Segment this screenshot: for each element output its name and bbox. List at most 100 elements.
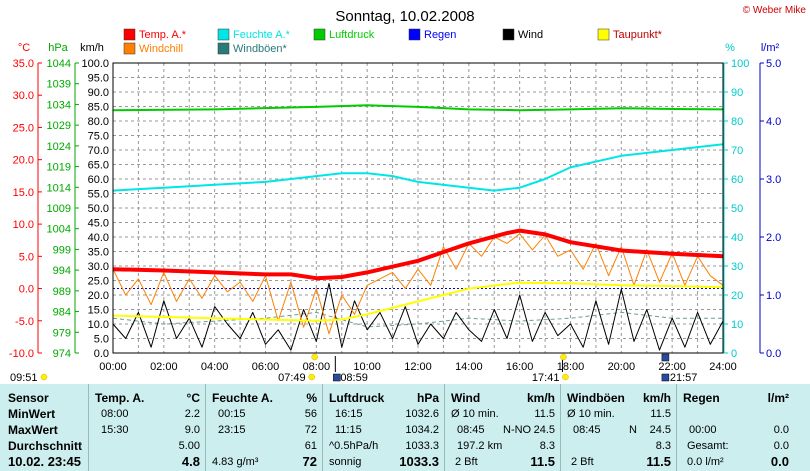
- x-tick-label: 10:00: [353, 361, 381, 373]
- kmh-tick-label: 100.0: [81, 58, 109, 70]
- summary-col-humidity: Feuchte A. % 00:15 56 23:15 72 61 4.83 g…: [205, 384, 323, 471]
- sunset-marker-icon: [562, 373, 569, 381]
- rain-axis-title: l/m²: [761, 42, 780, 54]
- humidity-header: Feuchte A.: [212, 391, 273, 405]
- hpa-tick-label: 1029: [47, 120, 71, 132]
- legend-swatch-temp: [123, 28, 136, 41]
- kmh-tick-label: 25.0: [88, 276, 109, 288]
- series-wind: [112, 282, 724, 351]
- summary-col-gusts: Windböen km/h Ø 10 min. 11.5 08:45 N 24.…: [560, 384, 677, 471]
- humidity-max-time: 23:15: [218, 424, 246, 436]
- humidity-current: 72: [302, 454, 317, 469]
- rain-rate: 0.0 l/m²: [687, 456, 724, 468]
- percent-tick-label: 70: [731, 145, 743, 157]
- y-axes: 35.0 30.0 25.0 20.0 15.0 10.0 5.0 0.0 -5.0 -10.0 1…: [9, 58, 781, 360]
- rain-unit: l/m²: [767, 391, 789, 405]
- gusts-header: Windböen: [567, 391, 625, 405]
- humidity-min-time: 00:15: [218, 408, 246, 420]
- current-timestamp: 10.02. 23:45: [8, 454, 82, 469]
- moonset-marker-icon: [661, 373, 670, 382]
- hpa-tick-label: 1034: [47, 99, 71, 111]
- rain-tick-label: 1.0: [766, 290, 781, 302]
- wind-header: Wind: [451, 391, 481, 405]
- legend-swatch-wind: [502, 28, 515, 41]
- pressure-current: 1033.3: [399, 454, 439, 469]
- kmh-tick-label: 20.0: [88, 290, 109, 302]
- pressure-forecast: sonnig: [329, 456, 362, 468]
- percent-tick-label: 80: [731, 116, 743, 128]
- temp-min: 2.2: [184, 408, 200, 420]
- kmh-tick-label: 65.0: [88, 160, 109, 172]
- x-tick-label: 16:00: [506, 361, 534, 373]
- chart-grid: [113, 62, 723, 354]
- hpa-tick-label: 1009: [47, 203, 71, 215]
- temp-max-time: 15:30: [101, 424, 129, 436]
- rain-total-label: Gesamt:: [687, 440, 729, 452]
- summary-col-temp: Temp. A. °C 08:00 2.2 15:30 9.0 5.00 4.8: [88, 384, 206, 471]
- copyright-label: © Weber Mike: [743, 5, 807, 16]
- gusts-avg: 8.3: [655, 440, 671, 452]
- rain-tick-label: 3.0: [766, 174, 781, 186]
- x-tick-label: 22:00: [658, 361, 686, 373]
- hpa-tick-label: 974: [53, 348, 71, 360]
- gusts-max: 24.5: [649, 424, 671, 436]
- legend-swatch-gusts: [217, 42, 230, 55]
- legend-label-rain: Regen: [424, 29, 456, 41]
- celsius-tick-label: 0.0: [19, 284, 34, 296]
- x-tick-label: 18:00: [557, 361, 585, 373]
- celsius-tick-label: 20.0: [13, 155, 34, 167]
- temp-unit: °C: [186, 391, 200, 405]
- gusts-max-dir: N: [629, 424, 637, 436]
- now-time-label: 09:51: [10, 372, 38, 384]
- pressure-unit: hPa: [416, 391, 439, 405]
- rain-tick-label: 0.0: [766, 348, 781, 360]
- legend-label-wind: Wind: [518, 29, 543, 41]
- row-label-max: MaxWert: [8, 423, 58, 437]
- hpa-tick-label: 1024: [47, 141, 71, 153]
- legend-label-dewpoint: Taupunkt*: [613, 29, 663, 41]
- pressure-min: 1032.6: [405, 408, 439, 420]
- hpa-tick-label: 994: [53, 265, 71, 277]
- wind-max: 24.5: [533, 424, 555, 436]
- percent-tick-label: 40: [731, 232, 743, 244]
- x-tick-label: 02:00: [150, 361, 178, 373]
- temp-header: Temp. A.: [95, 391, 145, 405]
- hpa-tick-label: 1039: [47, 79, 71, 91]
- x-tick-label: 06:00: [252, 361, 280, 373]
- kmh-tick-label: 85.0: [88, 102, 109, 114]
- x-tick-label: 20:00: [608, 361, 636, 373]
- summary-col-rain: Regen l/m² 00:00 0.0 Gesamt: 0.0 0.0 l/m…: [676, 384, 795, 471]
- summary-col-pressure: Luftdruck hPa 16:15 1032.6 11:15 1034.2 …: [322, 384, 445, 471]
- x-tick-label: 12:00: [404, 361, 432, 373]
- humidity-max: 72: [304, 424, 317, 436]
- rain-current: 0.0: [770, 454, 789, 469]
- series-pressure: [112, 104, 724, 112]
- rain-total: 0.0: [773, 440, 789, 452]
- rain-header: Regen: [683, 391, 720, 405]
- moonrise-moon-icon: [333, 373, 341, 382]
- rain-min-time: 00:00: [689, 424, 717, 436]
- temp-avg: 5.00: [178, 440, 200, 452]
- x-tick-label: 00:00: [99, 361, 127, 373]
- legend-swatch-humidity: [217, 28, 230, 41]
- kmh-tick-label: 80.0: [88, 116, 109, 128]
- rain-tick-label: 2.0: [766, 232, 781, 244]
- celsius-tick-label: 10.0: [13, 219, 34, 231]
- legend-swatch-pressure: [313, 28, 326, 41]
- legend-label-windchill: Windchill: [139, 43, 183, 55]
- legend-label-humidity: Feuchte A.*: [233, 29, 291, 41]
- kmh-tick-label: 0.0: [94, 348, 109, 360]
- percent-tick-label: 10: [731, 319, 743, 331]
- kmh-tick-label: 95.0: [88, 73, 109, 85]
- celsius-tick-label: -10.0: [9, 348, 34, 360]
- series-dewpoint: [112, 281, 724, 322]
- x-tick-label: 04:00: [201, 361, 229, 373]
- gusts-unit: km/h: [642, 391, 671, 405]
- chart-series: [112, 104, 724, 351]
- series-humidity: [112, 143, 724, 192]
- kmh-tick-label: 35.0: [88, 247, 109, 259]
- humidity-absolute: 4.83 g/m³: [212, 456, 259, 468]
- wind-avg10-label: Ø 10 min.: [451, 408, 499, 420]
- kmh-tick-label: 60.0: [88, 174, 109, 186]
- sunrise-sun-icon: [311, 353, 318, 361]
